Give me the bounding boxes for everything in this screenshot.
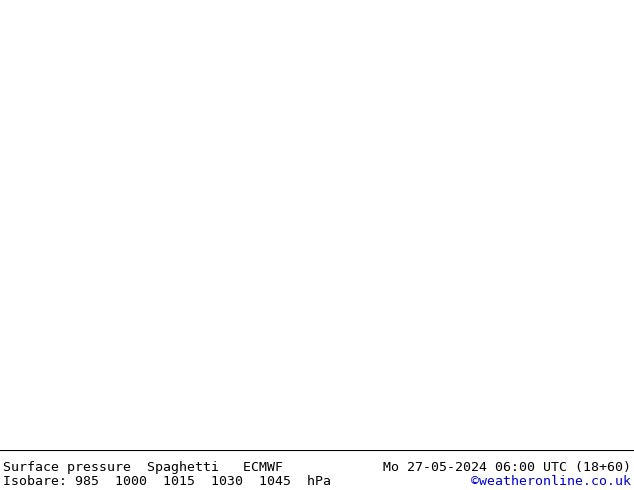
Text: Surface pressure  Spaghetti   ECMWF: Surface pressure Spaghetti ECMWF (3, 461, 283, 474)
Text: ©weatheronline.co.uk: ©weatheronline.co.uk (471, 475, 631, 488)
Text: Mo 27-05-2024 06:00 UTC (18+60): Mo 27-05-2024 06:00 UTC (18+60) (383, 461, 631, 474)
Text: Isobare: 985  1000  1015  1030  1045  hPa: Isobare: 985 1000 1015 1030 1045 hPa (3, 475, 331, 488)
